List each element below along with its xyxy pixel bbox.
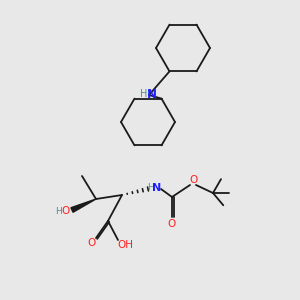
- Text: O: O: [167, 219, 175, 229]
- Text: N: N: [152, 183, 162, 193]
- Text: O: O: [88, 238, 96, 248]
- Text: H: H: [140, 89, 147, 99]
- Text: O: O: [62, 206, 70, 216]
- Polygon shape: [71, 199, 96, 212]
- Text: H: H: [56, 206, 62, 215]
- Text: O: O: [190, 175, 198, 185]
- Text: N: N: [146, 88, 157, 100]
- Text: OH: OH: [117, 240, 133, 250]
- Text: H: H: [148, 184, 154, 193]
